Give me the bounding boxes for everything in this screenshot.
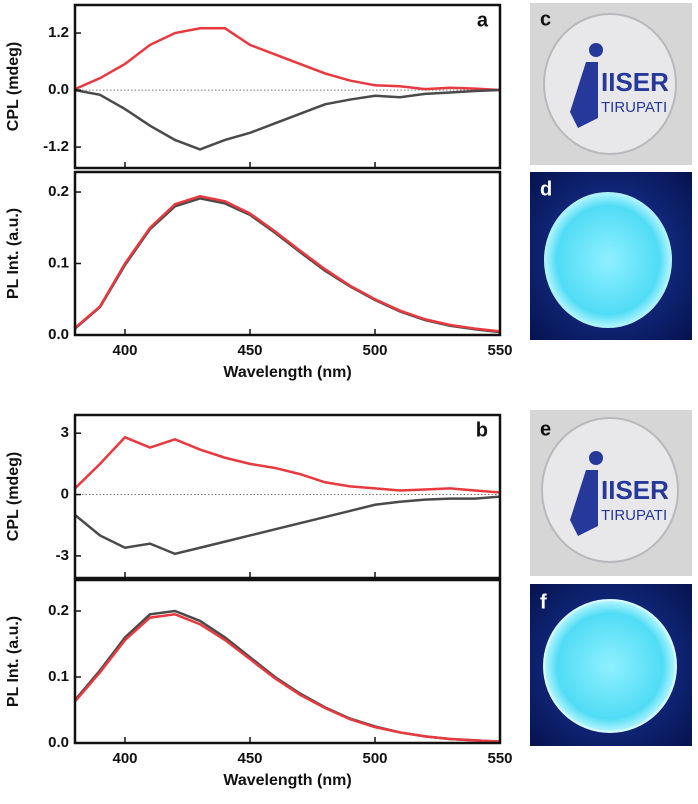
panel-label: c	[540, 8, 551, 30]
series-line	[75, 197, 500, 334]
logo-text: TIRUPATI	[601, 99, 667, 116]
y-tick-label: 0	[61, 486, 69, 503]
plot-frame	[73, 3, 502, 170]
y-tick-label: 0.2	[48, 602, 69, 619]
plot-area	[75, 435, 500, 556]
photo-d: d	[530, 172, 692, 340]
x-axis-label: Wavelength (nm)	[223, 772, 351, 789]
y-tick-label: -3	[56, 547, 69, 564]
logo-text: TIRUPATI	[601, 507, 667, 524]
y-tick-label: 0.1	[48, 668, 69, 685]
plot-area	[75, 195, 500, 334]
series-line	[75, 435, 500, 494]
y-tick-label: 3	[61, 424, 69, 441]
x-tick-label: 550	[487, 342, 512, 359]
y-tick-label: 1.2	[48, 24, 69, 41]
logo-text: IISER	[601, 67, 669, 97]
series-line	[75, 495, 500, 556]
y-axis-label: CPL (mdeg)	[5, 42, 22, 131]
plot-area	[75, 609, 500, 743]
y-axis-label: CPL (mdeg)	[5, 452, 22, 541]
x-tick-label: 400	[112, 342, 137, 359]
series-line	[75, 88, 500, 151]
photo-f: f	[530, 584, 692, 746]
panel-label: e	[540, 418, 551, 440]
y-axis-label: PL Int. (a.u.)	[5, 616, 22, 707]
x-axis-label: Wavelength (nm)	[223, 364, 351, 381]
chart: 0.0 0.1 0.2 400 450 500 550 PL Int. (a.u.) Wavel…	[5, 170, 513, 381]
logo-text: IISER	[601, 475, 669, 505]
x-tick-label: 450	[237, 750, 262, 767]
panel-label: b	[476, 419, 488, 441]
plot-frame	[73, 578, 502, 745]
y-tick-label: 0.2	[48, 183, 69, 200]
y-tick-label: -1.2	[43, 138, 69, 155]
photo-e: IISER TIRUPATI e	[530, 410, 692, 576]
x-tick-label: 450	[237, 342, 262, 359]
y-tick-label: 0.0	[48, 326, 69, 343]
x-tick-label: 400	[112, 750, 137, 767]
y-tick-label: 0.0	[48, 734, 69, 751]
series-line	[75, 613, 500, 743]
series-line	[75, 27, 500, 92]
y-tick-label: 0.0	[48, 81, 69, 98]
x-tick-label: 500	[362, 750, 387, 767]
x-tick-label: 500	[362, 342, 387, 359]
panel-label: d	[540, 178, 552, 200]
plot-area	[75, 27, 500, 151]
y-axis-label: PL Int. (a.u.)	[5, 208, 22, 299]
panel-label: f	[540, 591, 547, 613]
series-line	[75, 609, 500, 743]
x-tick-label: 550	[487, 750, 512, 767]
chart: -1.2 0.0 1.2 CPL (mdeg) a	[5, 3, 502, 170]
y-tick-label: 0.1	[48, 254, 69, 271]
chart: -3 0 3 CPL (mdeg) b	[5, 413, 502, 580]
panel-label: a	[477, 9, 489, 31]
chart: 0.0 0.1 0.2 400 450 500 550 PL Int. (a.u.) Wavel…	[5, 578, 513, 789]
plot-frame	[73, 170, 502, 337]
photo-c: IISER TIRUPATI c	[530, 3, 692, 165]
plot-frame	[73, 413, 502, 580]
series-line	[75, 195, 500, 333]
